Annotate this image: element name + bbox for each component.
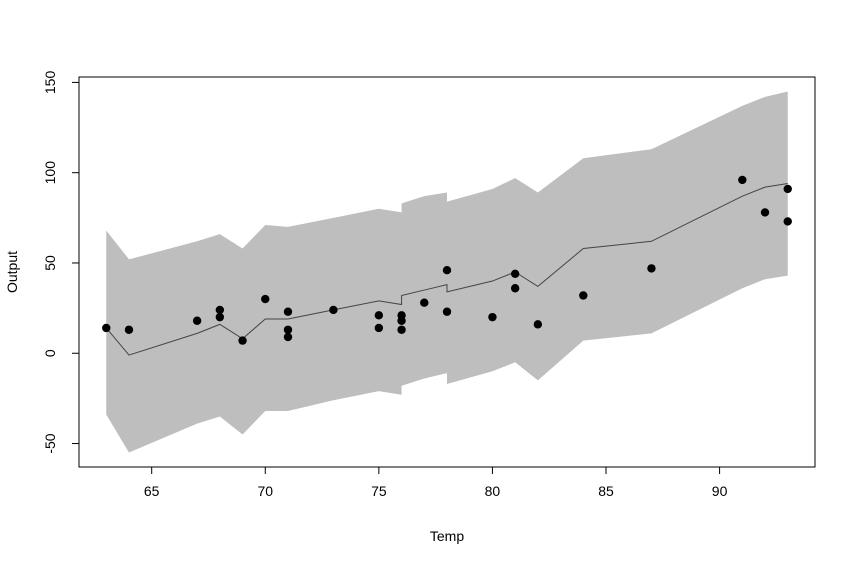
data-point [397, 325, 406, 334]
data-point [124, 325, 134, 334]
y-axis: -50 0 50 100 150 [42, 71, 80, 454]
data-point [510, 284, 520, 293]
x-axis: 65 70 75 80 85 90 [144, 466, 728, 499]
data-point [192, 316, 202, 325]
data-point [215, 305, 225, 315]
x-tick-label: 65 [144, 483, 160, 499]
data-point [420, 298, 429, 307]
y-tick-label: 50 [42, 255, 58, 271]
y-tick-label: 100 [42, 161, 58, 185]
x-tick-label: 75 [371, 483, 387, 499]
data-point [261, 294, 270, 304]
x-tick-label: 70 [257, 483, 273, 499]
x-tick-label: 85 [598, 483, 614, 499]
data-point [442, 307, 452, 316]
y-tick-label: -50 [42, 433, 58, 453]
y-tick-label: 150 [42, 71, 58, 95]
data-point [783, 217, 792, 226]
data-point [533, 320, 543, 329]
x-tick-label: 90 [712, 483, 728, 499]
data-point [579, 291, 588, 300]
data-point [374, 323, 384, 333]
data-point [647, 264, 656, 273]
data-point [397, 316, 406, 325]
data-point [374, 311, 384, 320]
y-tick-label: 0 [42, 349, 58, 357]
data-point [488, 312, 497, 322]
fit-line-layer [105, 183, 788, 356]
data-point [329, 305, 338, 315]
data-points-layer [102, 175, 792, 345]
data-point [215, 312, 225, 322]
data-point [283, 332, 293, 342]
data-point [238, 336, 247, 345]
data-point [783, 184, 792, 194]
data-point [102, 323, 111, 333]
data-point [738, 175, 747, 185]
fit-line [105, 183, 788, 356]
x-tick-label: 80 [485, 483, 501, 499]
data-point [760, 208, 770, 217]
data-point [283, 325, 293, 334]
y-axis-title: Output [4, 251, 20, 293]
data-point [442, 265, 452, 275]
data-point [510, 269, 520, 279]
x-axis-title: Temp [430, 528, 464, 544]
data-point [283, 307, 293, 316]
